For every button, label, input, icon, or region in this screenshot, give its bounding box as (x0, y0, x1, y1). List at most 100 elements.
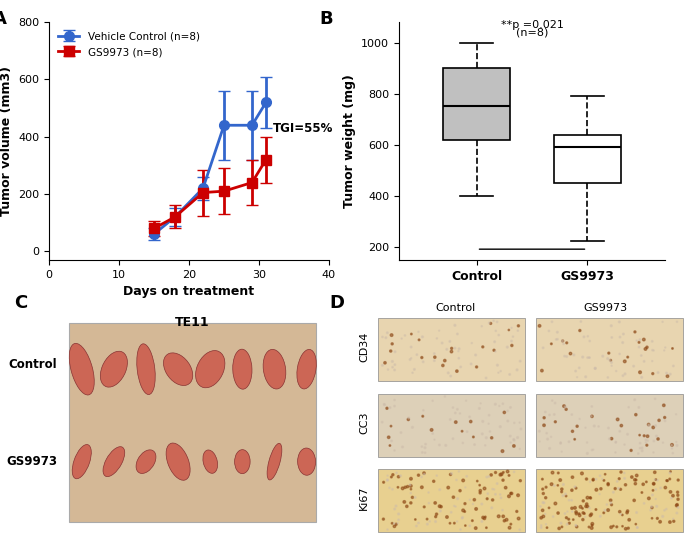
Point (396, 334, 407, 343)
Point (570, 521, 582, 530)
Text: Control: Control (435, 304, 475, 314)
Point (386, 422, 397, 431)
Point (416, 353, 428, 362)
Point (649, 475, 660, 484)
Point (574, 511, 585, 520)
Text: D: D (329, 294, 344, 312)
Point (418, 357, 429, 366)
Point (498, 517, 510, 525)
Point (645, 506, 656, 515)
Point (606, 434, 617, 443)
Point (469, 495, 480, 504)
Point (580, 423, 591, 432)
Point (543, 503, 554, 512)
Point (665, 467, 676, 476)
Point (629, 496, 640, 505)
Text: **p =0.021: **p =0.021 (500, 20, 564, 30)
Text: B: B (319, 11, 332, 28)
Point (446, 347, 457, 356)
Point (614, 349, 625, 358)
Point (638, 431, 650, 440)
Point (623, 403, 634, 411)
Point (546, 340, 557, 348)
Point (584, 353, 595, 362)
Point (582, 449, 593, 458)
Point (430, 498, 441, 507)
Point (587, 519, 598, 528)
Point (435, 507, 446, 515)
Point (444, 415, 456, 424)
Point (610, 437, 622, 446)
Point (634, 335, 645, 344)
PathPatch shape (443, 68, 510, 140)
Point (668, 362, 679, 371)
Point (547, 317, 558, 326)
Point (410, 493, 421, 502)
Point (603, 505, 614, 514)
Point (401, 502, 412, 511)
Point (498, 408, 510, 417)
Point (560, 489, 571, 498)
Point (471, 363, 482, 372)
Point (650, 485, 662, 494)
Point (612, 477, 623, 486)
Point (617, 371, 629, 380)
Point (459, 507, 470, 516)
Point (640, 345, 651, 353)
Point (673, 503, 684, 512)
Ellipse shape (263, 349, 286, 389)
Point (419, 448, 430, 457)
Point (534, 427, 545, 436)
Point (584, 353, 595, 362)
Point (506, 324, 517, 332)
Point (474, 404, 485, 413)
Point (648, 448, 659, 457)
Point (540, 493, 552, 502)
Point (426, 425, 438, 434)
PathPatch shape (554, 134, 621, 183)
Point (460, 483, 471, 492)
Text: Control: Control (8, 358, 57, 371)
Point (633, 449, 644, 458)
Point (580, 372, 592, 381)
Point (391, 520, 402, 529)
Point (537, 484, 548, 493)
Point (668, 514, 679, 523)
Point (673, 495, 684, 504)
Point (405, 354, 416, 363)
Point (570, 521, 581, 530)
Point (444, 519, 456, 528)
Bar (378, 318, 525, 382)
Point (490, 400, 501, 409)
Point (449, 321, 461, 330)
Point (418, 406, 429, 415)
Point (564, 519, 575, 528)
Point (419, 503, 430, 512)
Point (634, 439, 645, 447)
Point (661, 369, 672, 378)
Point (550, 418, 561, 426)
Point (626, 473, 638, 482)
Point (574, 415, 585, 424)
Point (549, 410, 560, 419)
Point (454, 409, 466, 418)
Point (431, 471, 442, 480)
Point (638, 499, 650, 508)
Point (452, 330, 463, 338)
Point (640, 438, 652, 447)
Text: TGI=55%: TGI=55% (273, 122, 333, 134)
Point (589, 364, 601, 373)
Point (479, 484, 490, 493)
Point (610, 367, 622, 375)
Point (631, 471, 643, 480)
Point (430, 512, 441, 521)
Point (434, 502, 445, 510)
Point (595, 512, 606, 521)
Point (382, 365, 393, 374)
Point (416, 332, 428, 341)
Point (386, 436, 397, 445)
Point (591, 475, 602, 484)
Point (454, 467, 465, 476)
Point (594, 471, 606, 480)
Point (377, 332, 388, 341)
